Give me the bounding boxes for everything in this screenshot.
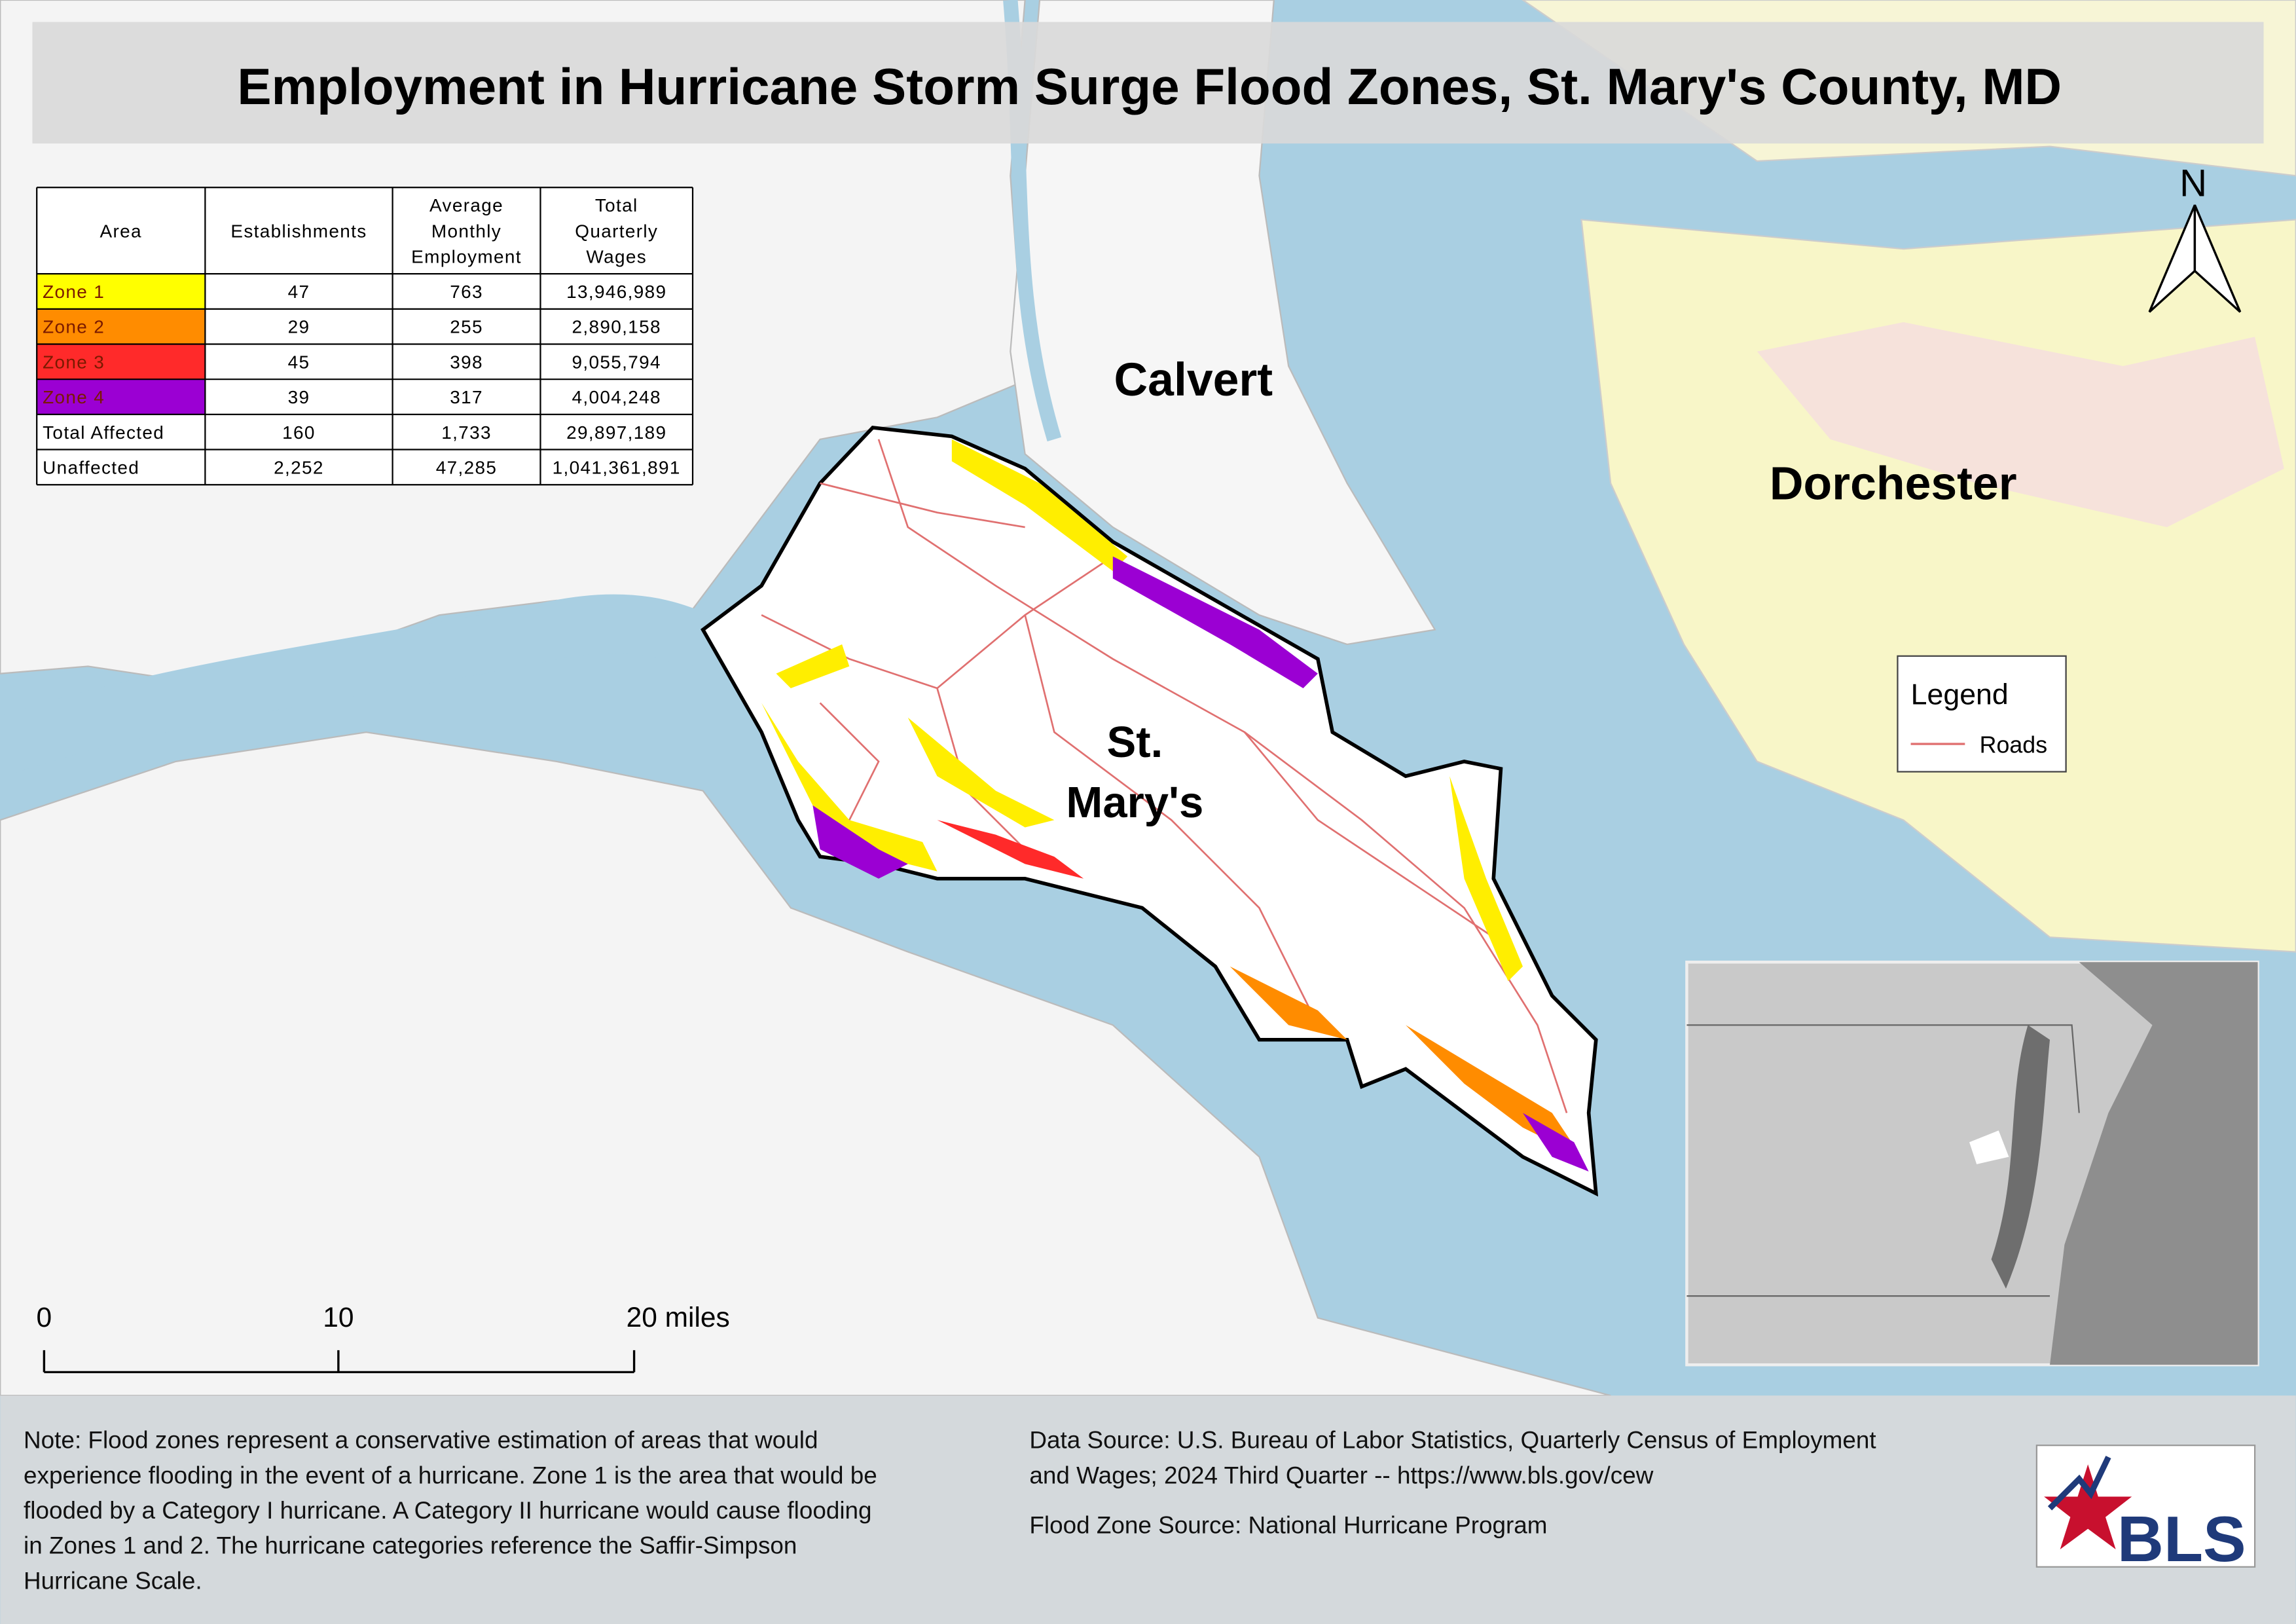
map-label: Mary's xyxy=(1066,778,1203,827)
flood-source: Flood Zone Source: National Hurricane Pr… xyxy=(1029,1511,1547,1538)
county-boundary xyxy=(701,426,1599,1197)
note-line: Note: Flood zones represent a conservati… xyxy=(24,1427,818,1454)
table-cell: 398 xyxy=(450,352,483,372)
flood-zone xyxy=(1449,776,1523,982)
table-cell: Zone 3 xyxy=(43,352,105,372)
source-line: and Wages; 2024 Third Quarter -- https:/… xyxy=(1029,1462,1653,1488)
legend-title: Legend xyxy=(1911,679,2009,711)
flood-zone xyxy=(812,805,908,879)
scale-label: 0 xyxy=(37,1302,52,1333)
map-label: Calvert xyxy=(1114,354,1273,406)
flood-zone xyxy=(1522,1113,1589,1172)
logo-mark xyxy=(2047,1456,2111,1511)
logo-text: BLS xyxy=(2117,1503,2246,1575)
table-cell: 763 xyxy=(450,282,483,302)
table-cell: 47,285 xyxy=(436,457,498,477)
river xyxy=(0,594,716,775)
table-cell: Zone 2 xyxy=(43,317,105,337)
table-cell: Zone 1 xyxy=(43,282,105,302)
table-cell: 47 xyxy=(288,282,310,302)
zone-swatch xyxy=(37,379,206,415)
zone-swatch xyxy=(37,344,206,380)
table-cell: 1,041,361,891 xyxy=(553,457,681,477)
flood-zone xyxy=(1112,556,1318,689)
north-label: N xyxy=(2179,162,2207,205)
inset-ocean xyxy=(2050,962,2258,1365)
table-cell: Unaffected xyxy=(43,457,139,477)
flood-zone xyxy=(937,820,1084,879)
table-header: Area xyxy=(100,221,142,241)
note-line: experience flooding in the event of a hu… xyxy=(24,1462,877,1488)
table-header: Employment xyxy=(411,246,522,267)
road xyxy=(819,702,880,821)
table-cell: 1,733 xyxy=(441,422,492,443)
table-cell: 9,055,794 xyxy=(572,352,661,372)
road xyxy=(877,439,1568,1113)
table-header: Monthly xyxy=(431,221,501,241)
roads xyxy=(761,439,1568,1113)
wetland xyxy=(1757,322,2284,528)
note-line: Hurricane Scale. xyxy=(24,1567,202,1594)
logo-star xyxy=(2044,1464,2132,1549)
scale-bar xyxy=(43,1350,636,1374)
footer-panel xyxy=(0,1395,2296,1624)
table-header: Average xyxy=(429,195,503,215)
inset-highlight xyxy=(1969,1130,2009,1164)
note-line: flooded by a Category I hurricane. A Cat… xyxy=(24,1497,872,1524)
road xyxy=(1024,614,1319,1025)
note-line: in Zones 1 and 2. The hurricane categori… xyxy=(24,1532,797,1559)
map-label: St. xyxy=(1107,718,1163,767)
land xyxy=(1010,0,1436,646)
table-cell: 255 xyxy=(450,317,483,337)
table-cell: 2,252 xyxy=(274,457,324,477)
inset-bay xyxy=(1991,1025,2050,1289)
flood-zone xyxy=(907,717,1055,828)
flood-zone xyxy=(776,644,850,689)
inset-boundary xyxy=(1686,1024,2080,1297)
flood-zones xyxy=(761,439,1589,1172)
title: Employment in Hurricane Storm Surge Floo… xyxy=(237,58,2062,115)
table-header: Establishments xyxy=(230,221,367,241)
table-cell: 13,946,989 xyxy=(566,282,666,302)
table-cell: 45 xyxy=(288,352,310,372)
table-cell: 29,897,189 xyxy=(566,422,666,443)
north-arrow xyxy=(2193,204,2242,313)
zone-swatch xyxy=(37,308,206,344)
table-cell: Total Affected xyxy=(43,422,164,443)
legend-box xyxy=(1897,655,2067,773)
table-cell: 39 xyxy=(288,387,310,407)
flood-zone xyxy=(1230,966,1347,1040)
title-bar xyxy=(32,22,2264,144)
employment-table: Area Establishments Average Monthly Employme… xyxy=(36,187,694,486)
road xyxy=(1244,731,1494,938)
legend-item: Roads xyxy=(1980,731,2047,758)
map-label: Dorchester xyxy=(1770,458,2017,510)
table-cell: 29 xyxy=(288,317,310,337)
data-source: Data Source: U.S. Bureau of Labor Statis… xyxy=(1029,1427,1876,1489)
table-header: Total xyxy=(595,195,638,215)
table-cell: 317 xyxy=(450,387,483,407)
flood-zone xyxy=(951,439,1128,572)
table-header: Wages xyxy=(586,246,647,267)
table-cell: 160 xyxy=(282,422,316,443)
note: Note: Flood zones represent a conservati… xyxy=(24,1427,877,1595)
road xyxy=(820,482,1025,528)
table-cell: 2,890,158 xyxy=(572,317,661,337)
table-header: Quarterly xyxy=(575,221,658,241)
scale-label: 20 miles xyxy=(627,1302,730,1333)
zone-swatch xyxy=(37,274,206,309)
source-line: Data Source: U.S. Bureau of Labor Statis… xyxy=(1029,1427,1876,1454)
table-cell: 4,004,248 xyxy=(572,387,661,407)
scale-label: 10 xyxy=(323,1302,354,1333)
table-cell: Zone 4 xyxy=(43,387,105,407)
